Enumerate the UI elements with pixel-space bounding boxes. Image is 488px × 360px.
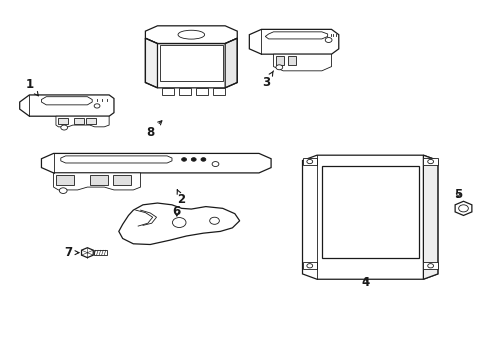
Circle shape: [61, 125, 67, 130]
Polygon shape: [20, 95, 114, 116]
Circle shape: [427, 264, 433, 268]
Text: 8: 8: [146, 121, 162, 139]
Circle shape: [181, 158, 186, 161]
Polygon shape: [302, 155, 437, 279]
Circle shape: [306, 264, 312, 268]
Bar: [423, 158, 437, 165]
Polygon shape: [90, 175, 108, 185]
Circle shape: [427, 159, 433, 164]
Polygon shape: [287, 56, 296, 65]
Circle shape: [275, 65, 282, 70]
Text: 7: 7: [64, 246, 79, 259]
Text: 5: 5: [453, 188, 461, 201]
Circle shape: [172, 217, 185, 228]
Polygon shape: [94, 250, 106, 255]
Polygon shape: [454, 201, 471, 215]
Polygon shape: [86, 118, 95, 124]
Text: 2: 2: [177, 190, 185, 206]
Polygon shape: [423, 155, 437, 279]
Circle shape: [201, 158, 205, 161]
Circle shape: [59, 188, 67, 193]
Polygon shape: [273, 54, 331, 71]
Polygon shape: [113, 175, 131, 185]
Polygon shape: [321, 166, 418, 258]
Polygon shape: [81, 248, 93, 258]
Circle shape: [212, 162, 219, 167]
Polygon shape: [145, 38, 157, 88]
Polygon shape: [160, 45, 223, 81]
Text: 1: 1: [25, 78, 38, 96]
Polygon shape: [56, 175, 74, 185]
Circle shape: [458, 205, 468, 212]
Polygon shape: [224, 38, 237, 88]
Text: 6: 6: [172, 206, 181, 219]
Polygon shape: [179, 88, 191, 95]
Polygon shape: [162, 88, 174, 95]
Polygon shape: [275, 56, 284, 65]
Polygon shape: [58, 118, 68, 124]
Bar: [302, 262, 316, 269]
Circle shape: [306, 159, 312, 164]
Polygon shape: [119, 203, 239, 244]
Polygon shape: [41, 153, 270, 173]
Polygon shape: [53, 173, 140, 190]
Circle shape: [325, 37, 331, 42]
Circle shape: [191, 158, 196, 161]
Polygon shape: [74, 118, 84, 124]
Circle shape: [94, 104, 100, 108]
Polygon shape: [145, 26, 237, 44]
Ellipse shape: [178, 30, 204, 39]
Text: 4: 4: [361, 276, 369, 289]
Polygon shape: [56, 116, 109, 127]
Bar: [302, 158, 316, 165]
Polygon shape: [196, 88, 208, 95]
Bar: [423, 262, 437, 269]
Text: 3: 3: [262, 71, 273, 89]
Circle shape: [209, 217, 219, 224]
Polygon shape: [213, 88, 224, 95]
Polygon shape: [249, 30, 338, 54]
